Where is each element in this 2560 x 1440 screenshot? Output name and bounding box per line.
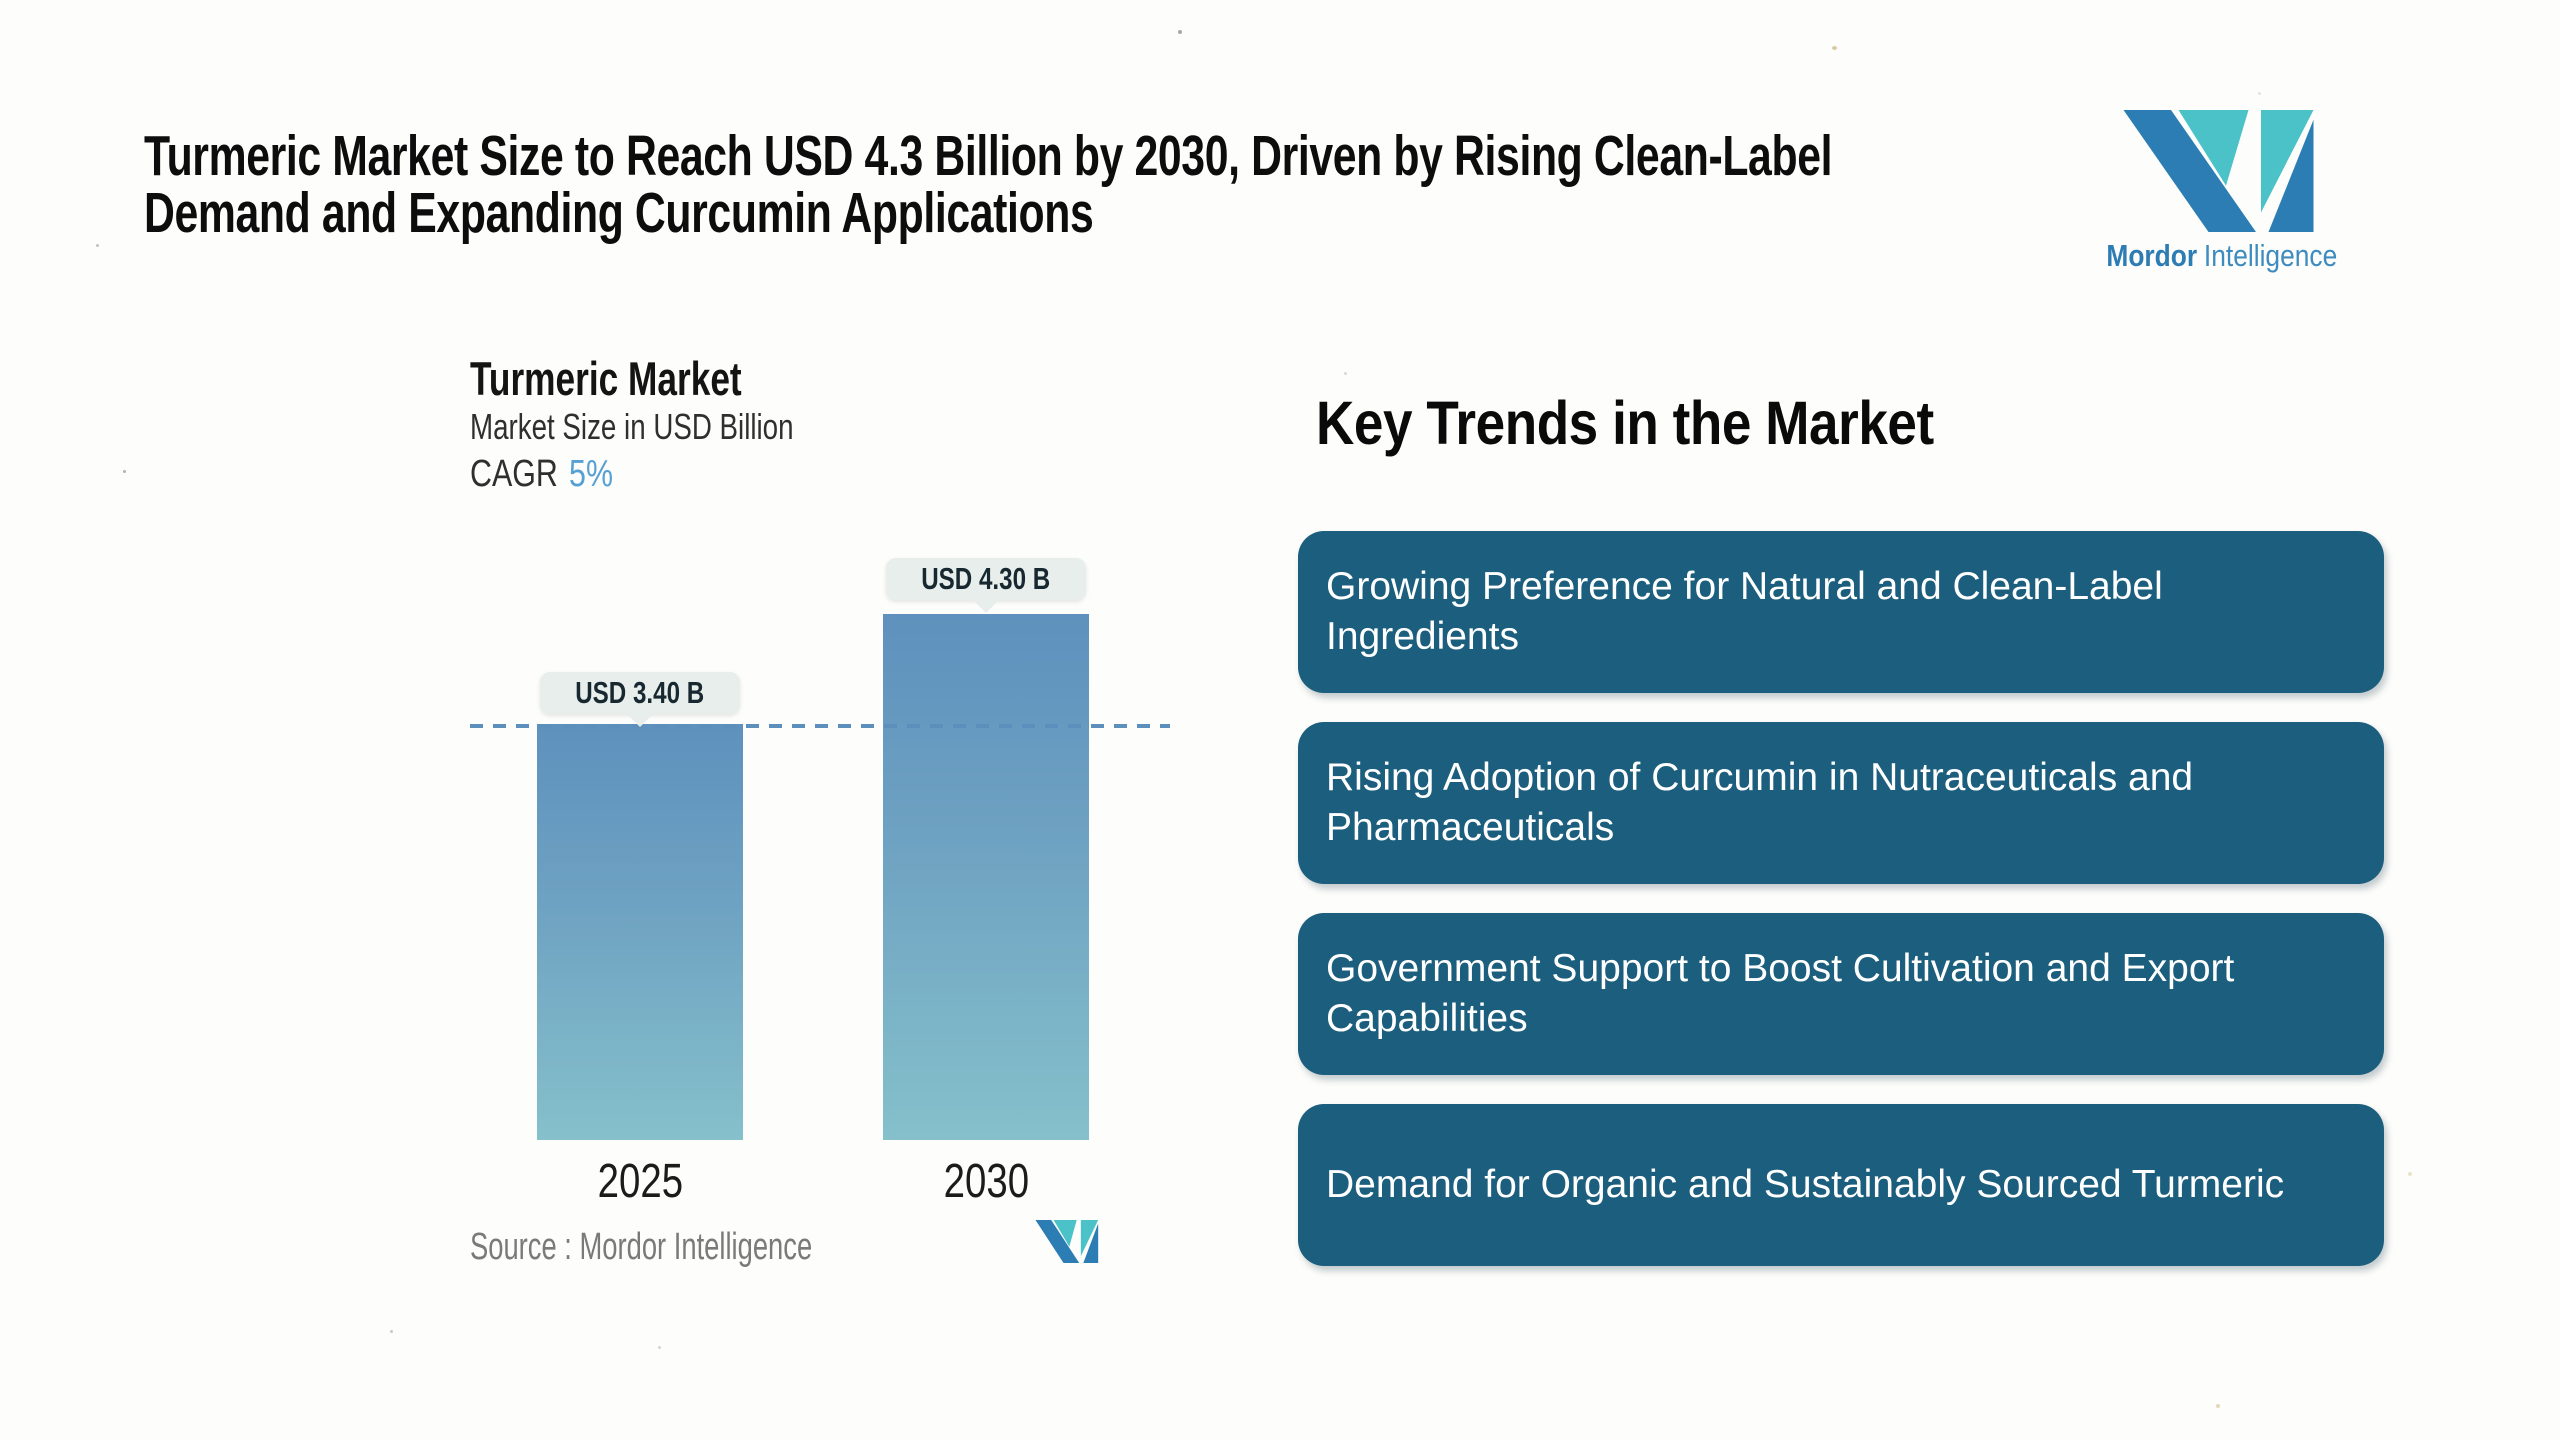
speck: [658, 1346, 661, 1349]
key-trends-list: Growing Preference for Natural and Clean…: [1298, 531, 2384, 1266]
speck: [390, 1330, 393, 1333]
chart-cagr: CAGR 5%: [470, 452, 649, 496]
chart-subtitle: Market Size in USD Billion: [470, 406, 794, 447]
value-label-2025: USD 3.40 B: [540, 672, 740, 714]
speck: [2408, 1172, 2412, 1176]
chart-title: Turmeric Market: [470, 352, 742, 405]
mordor-mini-logo-icon: [1033, 1220, 1099, 1268]
trend-card-text: Growing Preference for Natural and Clean…: [1326, 565, 2163, 658]
bar-2025: [537, 724, 743, 1140]
speck: [123, 470, 126, 473]
page-title: Turmeric Market Size to Reach USD 4.3 Bi…: [144, 128, 2395, 242]
value-label-2030: USD 4.30 B: [886, 558, 1086, 600]
x-label-2030: 2030: [943, 1155, 1029, 1208]
page-title-line-1: Turmeric Market Size to Reach USD 4.3 Bi…: [144, 124, 1833, 188]
bar-2030: [883, 614, 1089, 1140]
dashed-reference-line: [470, 724, 1170, 728]
mordor-intelligence-logo: Mordor Intelligence: [2106, 110, 2376, 274]
speck: [1344, 372, 1347, 375]
x-label-2025: 2025: [597, 1155, 683, 1208]
logo-wordmark-bold: Mordor: [2106, 238, 2198, 273]
page-title-line-2: Demand and Expanding Curcumin Applicatio…: [144, 181, 1094, 245]
speck: [1832, 46, 1837, 50]
speck: [2216, 1404, 2220, 1408]
key-trends-heading: Key Trends in the Market: [1316, 389, 1934, 457]
logo-wordmark: Mordor Intelligence: [2086, 238, 2346, 274]
trend-card: Rising Adoption of Curcumin in Nutraceut…: [1298, 722, 2384, 884]
trend-card: Government Support to Boost Cultivation …: [1298, 913, 2384, 1075]
speck: [2258, 92, 2261, 95]
logo-wordmark-regular: Intelligence: [2203, 238, 2338, 273]
cagr-label: CAGR: [470, 453, 558, 495]
trend-card-text: Demand for Organic and Sustainably Sourc…: [1326, 1163, 2285, 1206]
mordor-logo-icon: [2123, 110, 2314, 232]
trend-card-text: Rising Adoption of Curcumin in Nutraceut…: [1326, 756, 2194, 849]
trend-card-text: Government Support to Boost Cultivation …: [1326, 947, 2235, 1040]
speck: [96, 244, 99, 247]
cagr-value: 5%: [569, 453, 613, 495]
source-text: Source : Mordor Intelligence: [470, 1226, 813, 1268]
trend-card: Growing Preference for Natural and Clean…: [1298, 531, 2384, 693]
trend-card: Demand for Organic and Sustainably Sourc…: [1298, 1104, 2384, 1266]
speck: [1178, 30, 1182, 34]
